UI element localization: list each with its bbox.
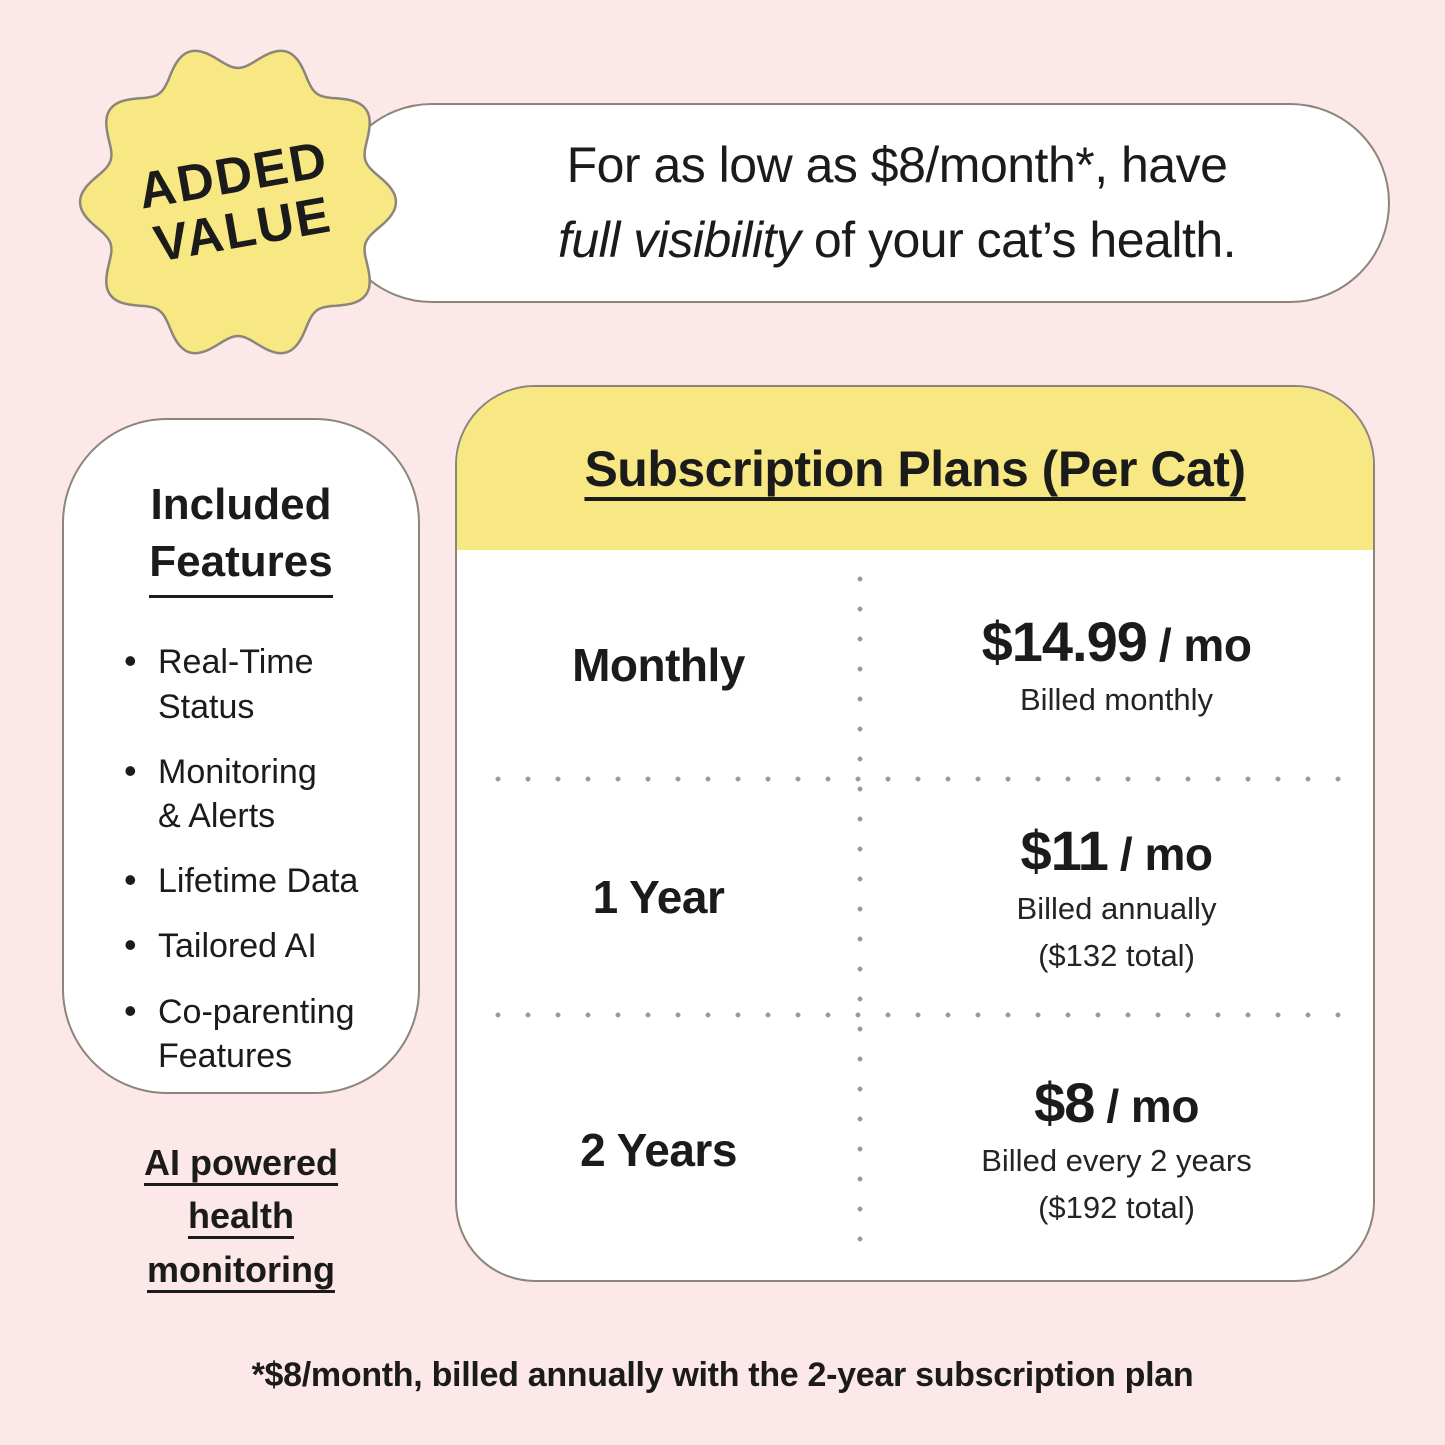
feature-item: Lifetime Data bbox=[118, 857, 388, 904]
scalloped-seal-icon bbox=[78, 49, 398, 355]
features-title-line-1: Included bbox=[150, 480, 332, 529]
plans-table: Monthly $14.99 / mo Billed monthly 1 Yea… bbox=[457, 550, 1373, 1280]
footnote: *$8/month, billed annually with the 2-ye… bbox=[251, 1356, 1194, 1394]
horizontal-dotted-divider bbox=[483, 1012, 1353, 1018]
ai-health-tagline: AI powered health monitoring bbox=[41, 1136, 441, 1296]
plan-price-unit: / mo bbox=[1119, 827, 1213, 880]
horizontal-dotted-divider bbox=[483, 776, 1353, 782]
feature-item-text: Lifetime Data bbox=[158, 862, 359, 901]
hero-line-2-rest: of your cat’s health. bbox=[800, 212, 1237, 268]
plan-billing-note: Billed monthly bbox=[1020, 681, 1213, 717]
hero-line-2: full visibility of your cat’s health. bbox=[452, 203, 1342, 278]
features-list: Real-Time Status Monitoring & Alerts Lif… bbox=[94, 638, 388, 1078]
hero-banner: For as low as $8/month*, have full visib… bbox=[332, 103, 1390, 303]
feature-item: Monitoring & Alerts bbox=[118, 748, 388, 838]
plan-price: $11 bbox=[1020, 818, 1109, 882]
included-features-card: Included Features Real-Time Status Monit… bbox=[62, 418, 420, 1094]
tagline-line-2: health bbox=[187, 1195, 294, 1237]
plan-billing-note: ($132 total) bbox=[1038, 937, 1195, 973]
plan-price: $8 bbox=[1034, 1071, 1095, 1135]
feature-item-text: Tailored AI bbox=[158, 927, 317, 966]
plan-billing-note: Billed annually bbox=[1016, 890, 1217, 926]
plan-label: Monthly bbox=[572, 638, 745, 691]
features-title-line-2: Features bbox=[149, 533, 333, 599]
added-value-badge: ADDED VALUE bbox=[76, 40, 400, 364]
vertical-dotted-divider bbox=[857, 564, 863, 1256]
plan-billing-note: Billed every 2 years bbox=[981, 1143, 1252, 1179]
hero-line-2-italic: full visibility bbox=[557, 212, 801, 268]
plan-row-monthly: Monthly $14.99 / mo Billed monthly bbox=[457, 550, 1373, 779]
plan-price-unit: / mo bbox=[1158, 618, 1252, 671]
feature-item: Co-parenting Features bbox=[118, 987, 388, 1078]
feature-item: Real-Time Status bbox=[118, 638, 388, 728]
feature-item-text: Monitoring & Alerts bbox=[158, 752, 317, 835]
plan-row-2-years: 2 Years $8 / mo Billed every 2 years ($1… bbox=[457, 1015, 1373, 1280]
feature-item-text: Co-parenting Features bbox=[158, 992, 355, 1075]
plan-price-line: $8 / mo bbox=[1034, 1070, 1199, 1135]
plan-row-1-year: 1 Year $11 / mo Billed annually ($132 to… bbox=[457, 779, 1373, 1015]
plan-price-unit: / mo bbox=[1106, 1080, 1199, 1133]
plan-price-line: $11 / mo bbox=[1021, 818, 1213, 883]
plans-header: Subscription Plans (Per Cat) bbox=[457, 387, 1373, 550]
tagline-line-3: monitoring bbox=[147, 1248, 335, 1290]
plan-price: $14.99 bbox=[981, 609, 1148, 673]
features-title: Included Features bbox=[94, 476, 388, 599]
plan-price-line: $14.99 / mo bbox=[982, 609, 1252, 674]
tagline-line-1: AI powered bbox=[143, 1142, 339, 1183]
hero-line-1: For as low as $8/month*, have bbox=[566, 137, 1228, 193]
plan-label: 1 Year bbox=[592, 871, 725, 923]
plan-label: 2 Years bbox=[580, 1123, 737, 1176]
subscription-plans-card: Subscription Plans (Per Cat) Monthly $14… bbox=[455, 385, 1375, 1282]
feature-item: Tailored AI bbox=[118, 922, 388, 969]
plans-title: Subscription Plans (Per Cat) bbox=[584, 440, 1246, 497]
plan-billing-note: ($192 total) bbox=[1038, 1190, 1195, 1225]
badge-text: ADDED VALUE bbox=[50, 14, 425, 389]
feature-item-text: Real-Time Status bbox=[158, 643, 314, 726]
